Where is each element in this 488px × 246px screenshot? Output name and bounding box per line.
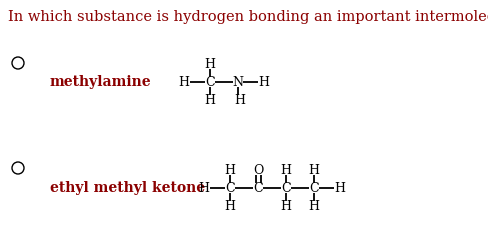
- Text: H: H: [281, 164, 291, 176]
- Text: H: H: [179, 76, 189, 89]
- Text: C: C: [281, 182, 291, 195]
- Text: H: H: [259, 76, 269, 89]
- Text: H: H: [199, 182, 209, 195]
- Text: H: H: [308, 200, 320, 213]
- Text: H: H: [334, 182, 346, 195]
- Text: methylamine: methylamine: [50, 75, 152, 89]
- Text: ethyl methyl ketone: ethyl methyl ketone: [50, 181, 205, 195]
- Text: H: H: [224, 164, 236, 176]
- Text: H: H: [204, 58, 216, 71]
- Text: O: O: [253, 164, 263, 176]
- Text: H: H: [224, 200, 236, 213]
- Text: H: H: [235, 93, 245, 107]
- Text: C: C: [205, 76, 215, 89]
- Text: N: N: [232, 76, 244, 89]
- Text: In which substance is hydrogen bonding an important intermolecular force?: In which substance is hydrogen bonding a…: [8, 10, 488, 24]
- Text: H: H: [204, 93, 216, 107]
- Text: H: H: [281, 200, 291, 213]
- Text: C: C: [225, 182, 235, 195]
- Text: H: H: [308, 164, 320, 176]
- Text: C: C: [253, 182, 263, 195]
- Text: C: C: [309, 182, 319, 195]
